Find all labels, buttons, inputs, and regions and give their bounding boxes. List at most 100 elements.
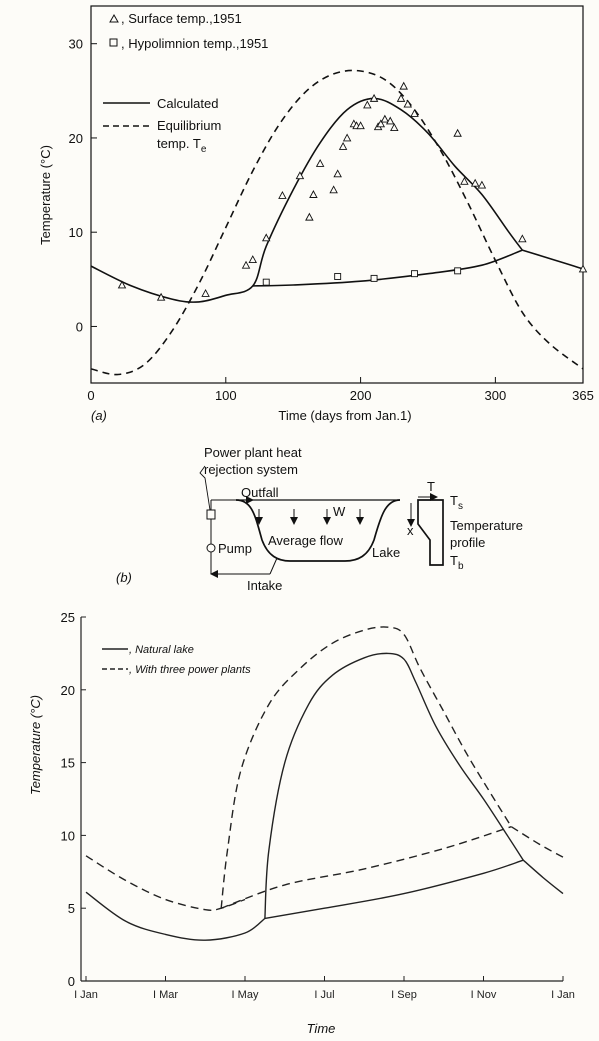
chart-c-lines (85, 626, 564, 941)
series-with-three-power-plants-epilimnion (220, 626, 512, 909)
y-tick-label: 30 (69, 37, 83, 52)
legend-hypolimnion-label: , Hypolimnion temp.,1951 (121, 36, 268, 51)
temperature-profile-shape (417, 499, 444, 566)
surface-temp-point (117, 280, 127, 289)
hypolimnion-temp-point (454, 267, 462, 275)
diagram-b: Power plant heat rejection system Outfal… (116, 445, 523, 593)
surface-temp-point (477, 180, 487, 189)
chart-c-ylabel: Temperature (°C) (28, 695, 43, 795)
chart-a-plot-frame (90, 5, 584, 384)
surface-temp-point (338, 141, 348, 150)
average-flow-label: Average flow (268, 533, 344, 548)
x-tick-label: 200 (350, 388, 372, 403)
legend-plants-label: , With three power plants (129, 664, 251, 676)
surface-temp-point (315, 158, 325, 167)
x-tick-label: I Jan (74, 989, 98, 1001)
legend-surface-label: , Surface temp.,1951 (121, 11, 242, 26)
y-tick-label: 0 (76, 319, 83, 334)
pump-label: Pump (218, 541, 252, 556)
ts-label: Ts (450, 493, 463, 512)
x-tick-label: I Jul (314, 989, 334, 1001)
series-natural-lake-winter (522, 859, 564, 895)
surface-temp-point (309, 190, 318, 198)
surface-temp-point (470, 178, 480, 187)
title-leader-line (199, 465, 211, 511)
surface-temp-point (578, 264, 588, 273)
legend-natural-label: , Natural lake (129, 644, 194, 656)
diagram-title-line2: rejection system (204, 462, 298, 477)
chart-a: 0 10 20 30 0 100 200 300 365 , Surface temp.,19… (38, 5, 594, 423)
chart-a-y-ticks: 0 10 20 30 (69, 37, 97, 334)
y-tick-label: 0 (68, 974, 75, 989)
surface-temp-point (396, 93, 406, 102)
heat-exchanger-box (206, 509, 216, 520)
surface-temp-point (248, 255, 258, 263)
w-label: W (333, 504, 346, 519)
y-tick-label: 5 (68, 901, 75, 916)
surface-temp-point (305, 212, 314, 221)
chart-a-lines (90, 69, 584, 376)
surface-temp-point (369, 93, 379, 102)
series-natural-lake-epilimnion (264, 652, 524, 919)
pump-symbol (206, 543, 216, 553)
y-tick-label: 20 (61, 683, 75, 698)
surface-temp-point (295, 171, 305, 180)
surface-temp-point (241, 260, 251, 269)
chart-c-legend: , Natural lake , With three power plants (102, 644, 251, 676)
profile-x-label: x (407, 523, 414, 538)
series-calculated (90, 97, 523, 303)
profile-label-line1: Temperature (450, 518, 523, 533)
hypolimnion-temp-point (262, 278, 270, 286)
series-equilibrium-temp-te (90, 69, 584, 376)
surface-temp-point (380, 114, 390, 123)
profile-label-line2: profile (450, 535, 485, 550)
x-tick-label: I Mar (153, 989, 178, 1001)
x-tick-label: I Sep (391, 989, 417, 1001)
lake-label: Lake (372, 545, 400, 560)
legend-equilibrium-label2: temp. Te (157, 136, 207, 155)
surface-temp-point (329, 185, 338, 194)
series-with-three-power-plants-winter (510, 826, 564, 858)
chart-a-points (117, 81, 588, 301)
surface-temp-point (342, 133, 352, 142)
chart-a-legend: , Surface temp.,1951 , Hypolimnion temp.… (103, 11, 268, 155)
y-tick-label: 15 (61, 756, 75, 771)
surface-temp-point (156, 292, 166, 301)
legend-triangle-marker (109, 13, 119, 23)
surface-temp-point (399, 81, 408, 90)
y-tick-label: 25 (61, 610, 75, 625)
legend-equilibrium-label: Equilibrium (157, 118, 221, 133)
x-tick-label: 100 (215, 388, 237, 403)
surface-temp-point (333, 169, 342, 178)
y-tick-label: 10 (69, 225, 83, 240)
legend-square-marker (109, 38, 118, 47)
series-calculated-hypolimnion (252, 249, 523, 287)
surface-temp-point (201, 289, 210, 297)
surface-temp-point (376, 119, 386, 128)
chart-c-y-ticks: 0 5 10 15 20 25 (61, 610, 86, 989)
diagram-title-line1: Power plant heat (204, 445, 302, 460)
series-calculated-late (522, 249, 584, 270)
chart-a-xlabel: Time (days from Jan.1) (278, 408, 411, 423)
series-with-three-power-plants-hypolimnion (220, 826, 512, 909)
series-natural-lake (85, 891, 266, 941)
intake-connector (269, 557, 278, 575)
chart-a-ylabel: Temperature (°C) (38, 145, 53, 245)
y-tick-label: 20 (69, 131, 83, 146)
x-tick-label: I Jan (551, 989, 575, 1001)
hypolimnion-temp-point (334, 273, 342, 280)
outfall-label: Outfall (241, 485, 279, 500)
hypolimnion-temp-point (411, 270, 418, 278)
surface-temp-point (403, 99, 413, 108)
series-natural-lake-hypolimnion (264, 859, 524, 920)
x-tick-label: 365 (572, 388, 594, 403)
tb-label: Tb (450, 553, 464, 572)
chart-c-xlabel: Time (307, 1021, 336, 1036)
chart-a-x-ticks: 0 100 200 300 365 (87, 377, 594, 403)
intake-label: Intake (247, 578, 282, 593)
surface-temp-point (385, 116, 395, 125)
legend-calculated-label: Calculated (157, 96, 218, 111)
y-tick-label: 10 (61, 828, 75, 843)
chart-a-panel-label: (a) (91, 408, 107, 423)
x-tick-label: 300 (485, 388, 507, 403)
